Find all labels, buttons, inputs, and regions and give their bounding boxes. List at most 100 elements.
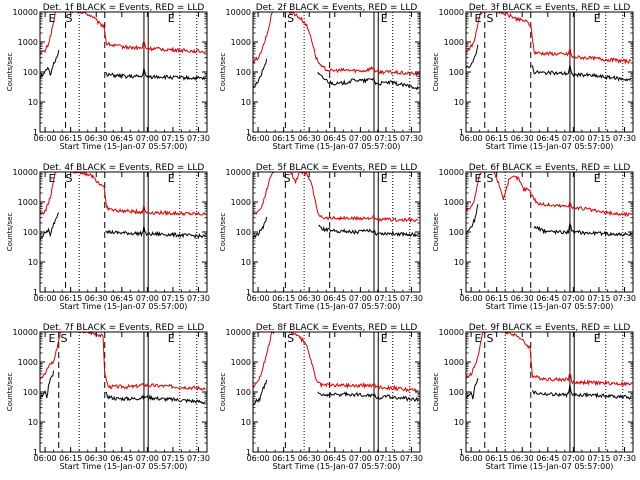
x-tick-label: 06:15 [272, 454, 295, 463]
x-tick-label: 06:15 [485, 134, 508, 143]
x-tick-label: 06:45 [110, 134, 133, 143]
x-tick-label: 07:00 [562, 134, 585, 143]
x-tick-label: 07:15 [587, 294, 610, 303]
y-tick-label: 100 [23, 68, 38, 77]
x-tick-label: 06:15 [272, 294, 295, 303]
event-marker-label: E [594, 332, 601, 345]
x-tick-label: 06:30 [511, 454, 534, 463]
x-tick-label: 06:00 [247, 294, 270, 303]
event-marker-label: S [486, 172, 493, 185]
series-black-events [105, 67, 206, 82]
x-axis-label: Start Time (15-Jan-07 05:57:00) [60, 462, 188, 471]
panel-title: Det. 4f BLACK = Events, RED = LLD [43, 163, 205, 173]
panel-title: Det. 8f BLACK = Events, RED = LLD [256, 323, 418, 333]
y-tick-label: 10000 [226, 168, 251, 177]
series-black-events [318, 224, 419, 238]
y-tick-label: 1000 [231, 198, 251, 207]
event-marker-label: E [49, 332, 56, 345]
y-tick-label: 1000 [231, 38, 251, 47]
event-marker-label: S [486, 332, 493, 345]
series-black-events [39, 212, 60, 241]
y-tick-label: 1 [459, 288, 464, 297]
y-tick-label: 10000 [439, 328, 464, 337]
x-tick-label: 07:00 [136, 134, 159, 143]
x-tick-label: 06:00 [34, 454, 57, 463]
x-tick-label: 07:15 [374, 294, 397, 303]
x-tick-label: 07:30 [613, 454, 636, 463]
y-axis-label: Counts/sec [432, 53, 440, 92]
x-tick-label: 06:45 [110, 454, 133, 463]
x-tick-label: 06:45 [323, 454, 346, 463]
x-tick-label: 07:15 [587, 454, 610, 463]
y-tick-label: 100 [449, 228, 464, 237]
x-tick-label: 07:15 [374, 454, 397, 463]
x-axis-label: Start Time (15-Jan-07 05:57:00) [273, 302, 401, 311]
y-tick-label: 1 [459, 448, 464, 457]
x-tick-label: 07:30 [613, 294, 636, 303]
x-tick-label: 07:30 [613, 134, 636, 143]
y-tick-label: 10 [28, 418, 38, 427]
y-tick-label: 10000 [13, 168, 38, 177]
series-black-events [39, 370, 55, 399]
x-tick-label: 07:30 [187, 134, 210, 143]
x-axis-label: Start Time (15-Jan-07 05:57:00) [486, 462, 614, 471]
y-tick-label: 10 [454, 418, 464, 427]
x-axis-label: Start Time (15-Jan-07 05:57:00) [486, 142, 614, 151]
y-tick-label: 1000 [18, 358, 38, 367]
y-axis-label: Counts/sec [6, 373, 14, 412]
event-marker-label: E [594, 172, 601, 185]
x-tick-label: 07:00 [349, 134, 372, 143]
x-tick-label: 07:00 [349, 294, 372, 303]
y-tick-label: 10000 [439, 8, 464, 17]
y-tick-label: 10 [241, 418, 251, 427]
y-axis-label: Counts/sec [219, 213, 227, 252]
panel-title: Det. 5f BLACK = Events, RED = LLD [256, 163, 418, 173]
y-tick-label: 1 [246, 448, 251, 457]
y-tick-label: 1 [33, 128, 38, 137]
x-tick-label: 06:45 [536, 454, 559, 463]
y-axis-label: Counts/sec [432, 373, 440, 412]
y-tick-label: 10000 [13, 8, 38, 17]
x-tick-label: 07:15 [161, 134, 184, 143]
y-axis-label: Counts/sec [219, 53, 227, 92]
x-axis-label: Start Time (15-Jan-07 05:57:00) [60, 302, 188, 311]
y-tick-label: 100 [236, 68, 251, 77]
y-tick-label: 1000 [444, 358, 464, 367]
x-axis-label: Start Time (15-Jan-07 05:57:00) [273, 462, 401, 471]
series-black-events [531, 64, 632, 82]
event-marker-label: E [475, 12, 482, 25]
y-tick-label: 100 [23, 228, 38, 237]
x-tick-label: 07:15 [161, 454, 184, 463]
event-marker-label: S [284, 172, 291, 185]
x-tick-label: 06:45 [110, 294, 133, 303]
y-tick-label: 1 [246, 128, 251, 137]
y-axis-label: Counts/sec [432, 213, 440, 252]
series-black-events [317, 391, 419, 403]
x-tick-label: 07:00 [349, 454, 372, 463]
x-tick-label: 07:30 [187, 294, 210, 303]
x-tick-label: 06:30 [511, 294, 534, 303]
series-black-events [465, 204, 479, 234]
event-marker-label: E [168, 332, 175, 345]
panel-title: Det. 9f BLACK = Events, RED = LLD [469, 323, 631, 333]
y-tick-label: 1 [33, 448, 38, 457]
x-tick-label: 06:00 [460, 454, 483, 463]
y-tick-label: 100 [236, 388, 251, 397]
x-tick-label: 07:15 [374, 134, 397, 143]
event-marker-label: S [66, 12, 73, 25]
event-marker-label: E [475, 332, 482, 345]
y-tick-label: 100 [236, 228, 251, 237]
x-tick-label: 06:15 [59, 454, 82, 463]
y-tick-label: 10000 [439, 168, 464, 177]
series-black-events [105, 225, 206, 240]
x-tick-label: 06:30 [85, 294, 108, 303]
x-axis-label: Start Time (15-Jan-07 05:57:00) [60, 142, 188, 151]
panel-title: Det. 1f BLACK = Events, RED = LLD [43, 3, 205, 13]
event-marker-label: E [168, 12, 175, 25]
y-tick-label: 1000 [18, 38, 38, 47]
y-tick-label: 1000 [18, 198, 38, 207]
